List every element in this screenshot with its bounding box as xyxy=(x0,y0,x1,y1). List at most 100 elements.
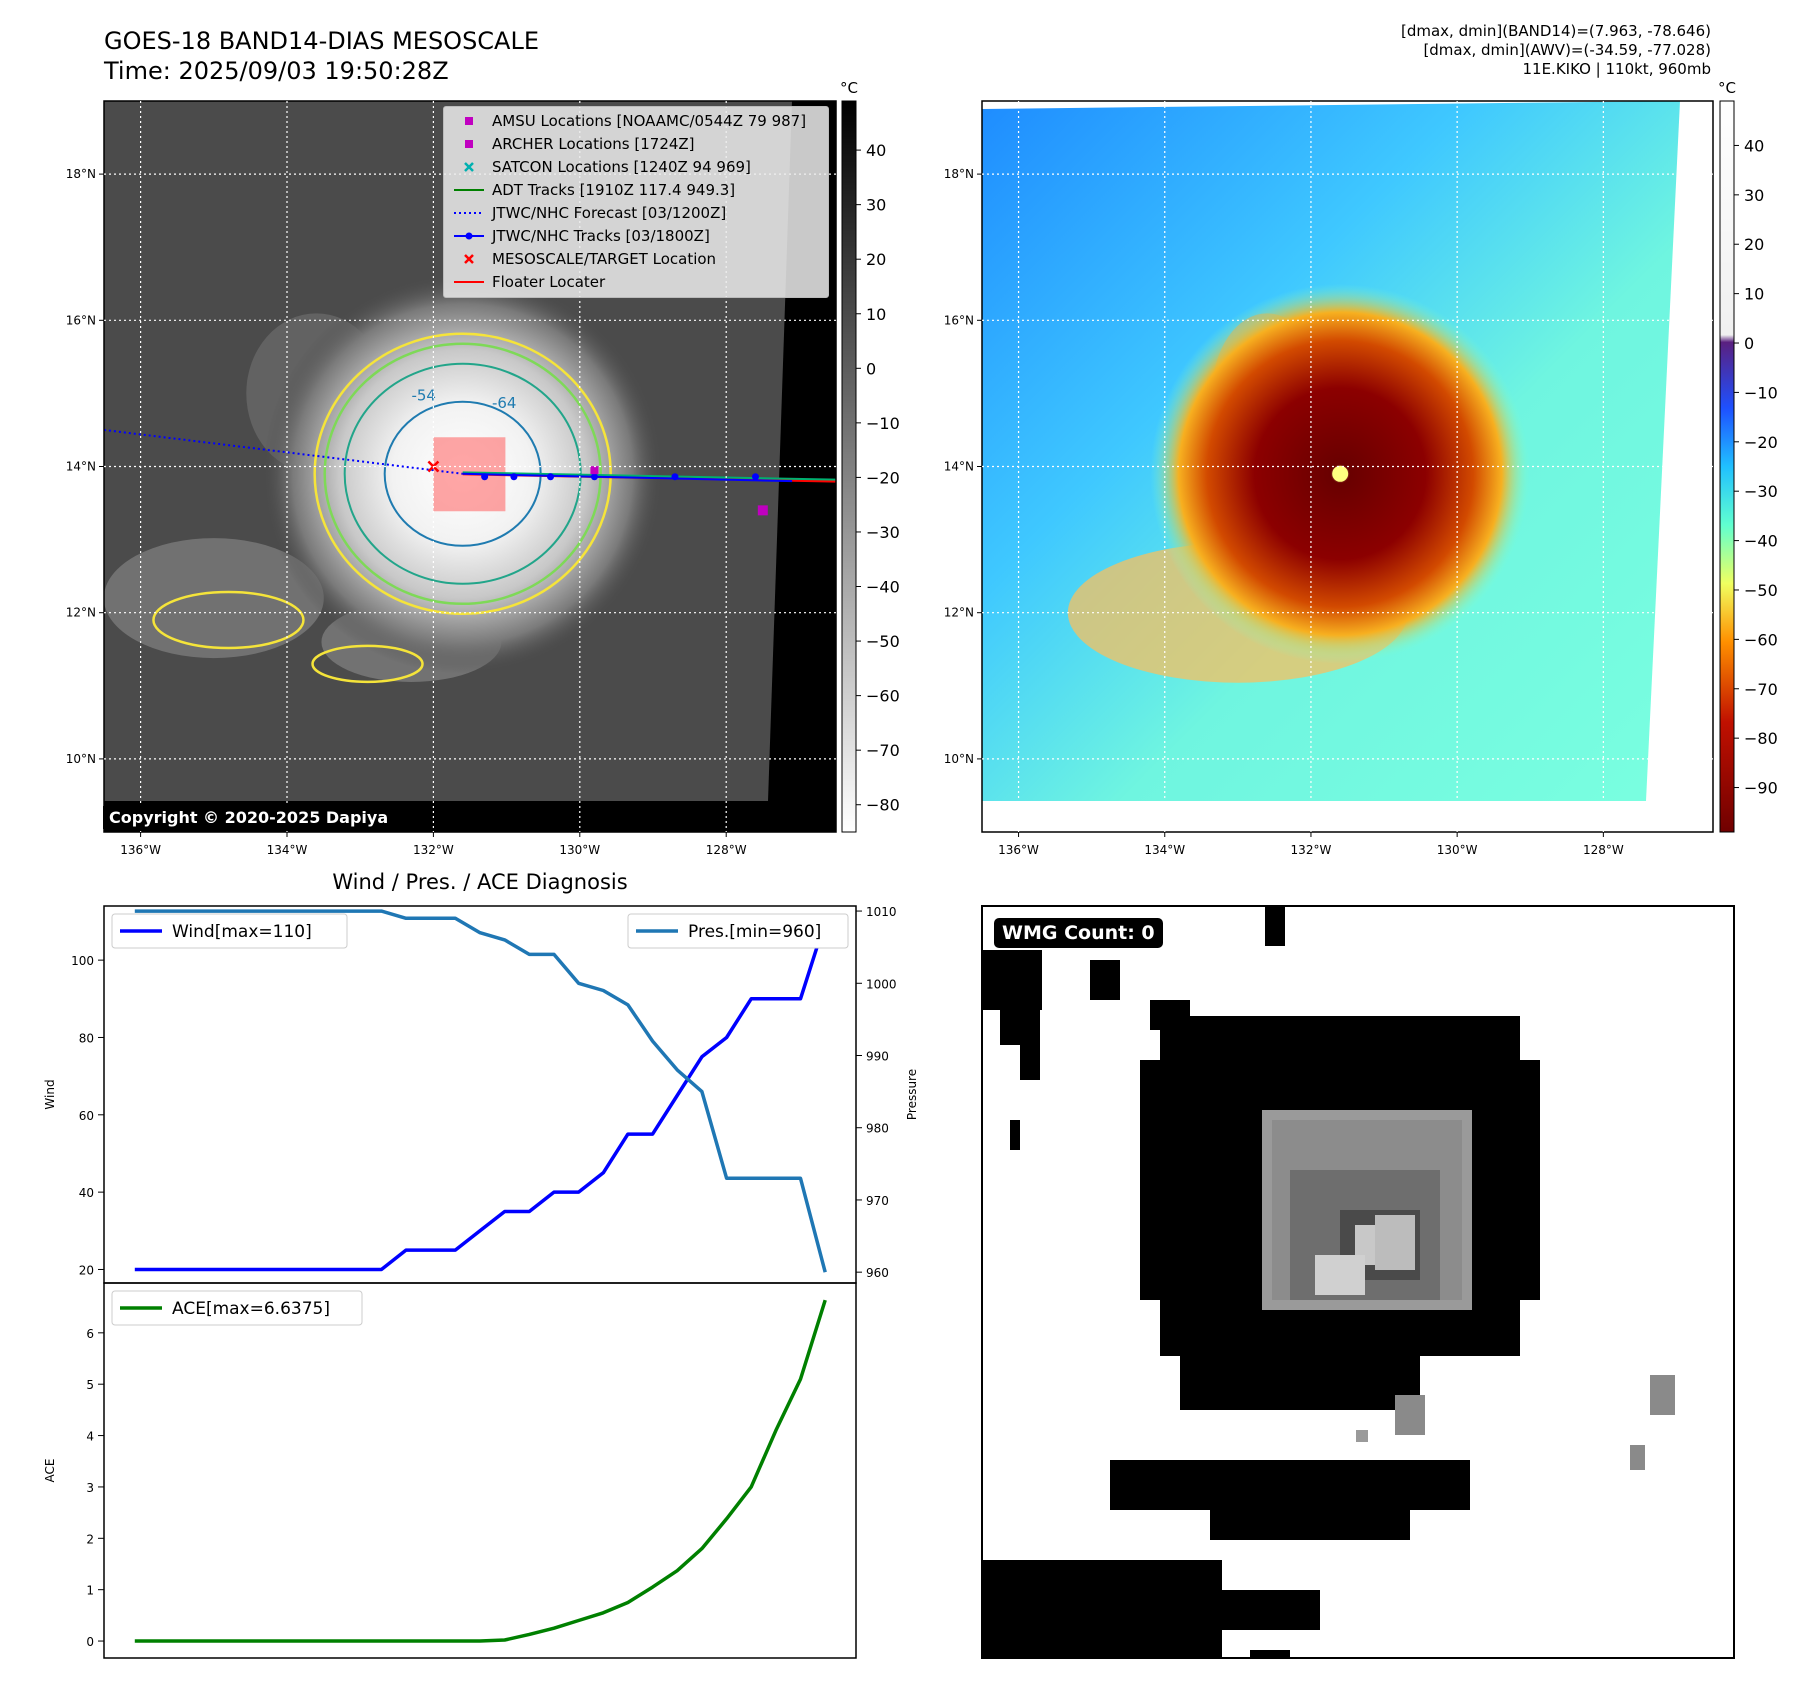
wmg-cell-block xyxy=(1220,1590,1320,1620)
y-tick-label: 3 xyxy=(86,1481,94,1495)
y-tick-label: 2 xyxy=(86,1532,94,1546)
awv-lon-label: 130°W xyxy=(1437,843,1478,857)
legend-box-0 xyxy=(111,913,348,949)
ir-adt-track xyxy=(462,471,836,481)
wmg-image xyxy=(982,906,1734,1658)
legend-marker xyxy=(465,117,473,125)
ir-contour-label-54: -54 xyxy=(411,387,436,405)
wmg-frame xyxy=(981,905,1735,1659)
ir-colorbar-label: −40 xyxy=(866,578,900,597)
awv-colorbar-label: −50 xyxy=(1744,581,1778,600)
y2-tick-label: 970 xyxy=(866,1194,889,1208)
awv-colorbar-label: 20 xyxy=(1744,235,1764,254)
y-axis-label: ACE xyxy=(43,1459,57,1483)
ir-colorbar-label: −70 xyxy=(866,741,900,760)
awv-lat-label: 16°N xyxy=(944,313,974,327)
wmg-cell-block xyxy=(1150,1000,1190,1030)
ir-colorbar-unit: °C xyxy=(840,79,858,97)
awv-lon-label: 136°W xyxy=(998,843,1039,857)
legend-label-0: Wind[max=110] xyxy=(172,922,312,942)
awv-lat-label: 12°N xyxy=(944,606,974,620)
ir-lat-label: 10°N xyxy=(66,752,96,766)
awv-colorbar xyxy=(1719,100,1735,833)
stats-block: [dmax, dmin](BAND14)=(7.963, -78.646) [d… xyxy=(1401,22,1711,79)
ir-lat-label: 14°N xyxy=(66,460,96,474)
legend-label: ADT Tracks [1910Z 117.4 949.3] xyxy=(492,181,736,199)
legend-x xyxy=(464,254,474,264)
y-tick-label: 20 xyxy=(79,1263,94,1277)
ir-archer-location xyxy=(590,466,599,475)
y2-tick-label: 960 xyxy=(866,1266,889,1280)
awv-colorbar-label: −40 xyxy=(1744,532,1778,551)
wmg-count-badge: WMG Count: 0 xyxy=(994,918,1163,948)
ir-best-track-point xyxy=(590,473,598,481)
ir-best-track-point xyxy=(671,473,679,481)
wmg-cell-block xyxy=(1125,1460,1165,1480)
ir-colorbar-label: −60 xyxy=(866,687,900,706)
y-tick-label: 40 xyxy=(79,1186,94,1200)
ir-colorbar-label: 30 xyxy=(866,196,886,215)
legend-label: AMSU Locations [NOAAMC/0544Z 79 987] xyxy=(492,112,807,130)
ir-contour-green xyxy=(323,342,602,606)
wmg-cell-block xyxy=(1630,1445,1645,1470)
wind-pressure-panel: Wind / Pres. / ACE Diagnosis 20 40 60 80 100 9… xyxy=(43,870,919,1284)
ir-colorbar-label: −10 xyxy=(866,414,900,433)
ir-colorbar xyxy=(841,100,857,833)
ir-best-track-point xyxy=(751,473,759,481)
y2-tick-label: 1000 xyxy=(866,977,897,991)
ir-best-track-point xyxy=(547,473,555,481)
wmg-cell-block xyxy=(1375,1215,1415,1270)
ir-colorbar-label: 40 xyxy=(866,141,886,160)
ir-colorbar-label: −50 xyxy=(866,632,900,651)
wmg-cell-block xyxy=(1395,1395,1425,1435)
legend-marker xyxy=(464,254,474,264)
wmg-cell-block xyxy=(1010,1120,1020,1150)
y-tick-label: 100 xyxy=(71,954,94,968)
wmg-cell-block xyxy=(1250,1650,1290,1658)
y-tick-label: 4 xyxy=(86,1430,94,1444)
legend-box-1 xyxy=(627,913,849,949)
ir-lon-label: 130°W xyxy=(559,843,600,857)
wmg-cell-block xyxy=(1180,1350,1420,1410)
ir-colorbar-label: −20 xyxy=(866,468,900,487)
awv-colorbar-label: −70 xyxy=(1744,680,1778,699)
ir-colorbar-label: 0 xyxy=(866,359,876,378)
y-tick-label: 60 xyxy=(79,1109,94,1123)
awv-colorbar-label: −90 xyxy=(1744,779,1778,798)
wmg-cell-block xyxy=(1650,1375,1675,1415)
ir-lon-label: 134°W xyxy=(267,843,308,857)
ir-lat-label: 16°N xyxy=(66,313,96,327)
ir-best-track xyxy=(462,472,793,483)
awv-lon-label: 132°W xyxy=(1291,843,1332,857)
ir-best-track-point xyxy=(481,473,489,481)
awv-colorbar-label: −20 xyxy=(1744,433,1778,452)
legend-marker xyxy=(454,189,484,191)
legend-marker xyxy=(465,140,473,148)
stats-line2: [dmax, dmin](AWV)=(-34.59, -77.028) xyxy=(1423,41,1711,59)
wmg-cell-block xyxy=(1356,1430,1368,1442)
copyright-label: Copyright © 2020-2025 Dapiya xyxy=(103,806,395,829)
ir-lat-label: 18°N xyxy=(66,167,96,181)
ir-rainband-sw xyxy=(104,538,324,659)
title-line2: Time: 2025/09/03 19:50:28Z xyxy=(104,57,449,85)
ir-lon-label: 132°W xyxy=(413,843,454,857)
awv-colorbar-label: −80 xyxy=(1744,729,1778,748)
legend-marker xyxy=(454,232,484,240)
series-line-0 xyxy=(134,920,827,1272)
legend-marker xyxy=(464,162,474,172)
ir-contour-band-sw xyxy=(152,590,305,650)
series-line-0 xyxy=(134,1299,827,1643)
series-line-1 xyxy=(134,909,827,1273)
legend-dot xyxy=(465,232,473,240)
legend-label: JTWC/NHC Tracks [03/1800Z] xyxy=(492,227,710,245)
legend-label: ARCHER Locations [1724Z] xyxy=(492,135,695,153)
figure-title: GOES-18 BAND14-DIAS MESOSCALE Time: 2025/… xyxy=(104,26,539,86)
stats-line1: [dmax, dmin](BAND14)=(7.963, -78.646) xyxy=(1400,22,1711,40)
legend-label-1: Pres.[min=960] xyxy=(688,922,821,942)
awv-lon-label: 128°W xyxy=(1583,843,1624,857)
awv-colorbar-label: −60 xyxy=(1744,630,1778,649)
ir-contour-label-64: -64 xyxy=(492,394,516,412)
awv-colorbar-unit: °C xyxy=(1718,79,1736,97)
